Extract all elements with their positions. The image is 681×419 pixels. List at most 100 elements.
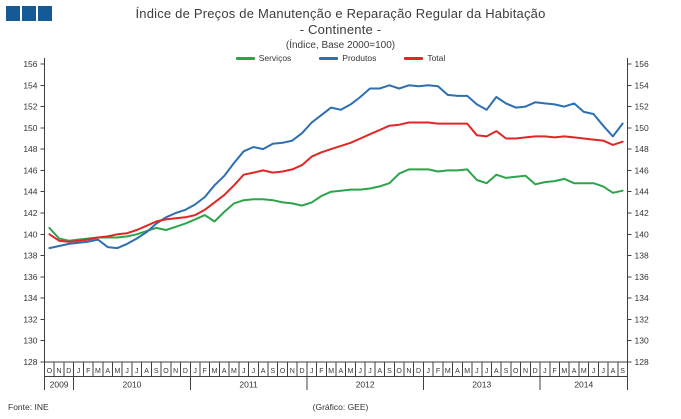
y-tick-label-right: 154	[635, 80, 649, 90]
y-tick-label-left: 146	[23, 165, 37, 175]
year-tick-label: 2012	[356, 380, 375, 390]
y-tick-label-left: 150	[23, 123, 37, 133]
month-tick-label: A	[144, 368, 149, 375]
y-tick-label-left: 130	[23, 336, 37, 346]
month-tick-label: J	[77, 368, 81, 375]
legend: Serviços Produtos Total	[0, 53, 681, 63]
y-tick-label-left: 142	[23, 208, 37, 218]
month-tick-label: A	[105, 368, 110, 375]
legend-label-total: Total	[427, 53, 446, 63]
series-line-total	[48, 121, 624, 243]
y-tick-label-left: 132	[23, 314, 37, 324]
series-lines	[48, 84, 624, 250]
month-tick-label: O	[47, 368, 53, 375]
series-line-produtos	[48, 84, 624, 250]
month-tick-label: D	[66, 368, 71, 375]
logo-square	[6, 6, 20, 21]
month-tick-label: N	[406, 368, 411, 375]
month-tick-label: J	[427, 368, 431, 375]
month-tick-label: A	[455, 368, 460, 375]
y-tick-label-right: 140	[635, 229, 649, 239]
y-tick-label-right: 146	[635, 165, 649, 175]
month-tick-label: N	[290, 368, 295, 375]
y-tick-label-left: 134	[23, 293, 37, 303]
month-tick-label: A	[572, 368, 577, 375]
legend-swatch-servicos	[235, 56, 255, 60]
month-tick-label: J	[368, 368, 372, 375]
y-tick-label-left: 136	[23, 272, 37, 282]
chart-caption: (Índice, Base 2000=100)	[285, 40, 396, 51]
y-tick-label-right: 128	[635, 357, 649, 367]
chart-title: Índice de Preços de Manutenção e Reparaç…	[135, 6, 546, 21]
month-tick-label: M	[114, 368, 120, 375]
year-tick-label: 2011	[239, 380, 258, 390]
source-note: Fonte: INE	[8, 402, 49, 412]
y-tick-label-right: 156	[635, 59, 649, 69]
logo-square	[22, 6, 36, 21]
month-tick-label: A	[222, 368, 227, 375]
month-tick-label: A	[261, 368, 266, 375]
month-tick-label: J	[310, 368, 314, 375]
month-tick-label: M	[212, 368, 218, 375]
y-tick-label-right: 132	[635, 314, 649, 324]
month-tick-label: A	[611, 368, 616, 375]
month-tick-label: J	[601, 368, 605, 375]
legend-item-produtos: Produtos	[319, 53, 376, 63]
month-tick-label: J	[592, 368, 596, 375]
month-tick-label: M	[581, 368, 587, 375]
month-tick-label: M	[445, 368, 451, 375]
legend-item-servicos: Serviços	[235, 53, 292, 63]
month-tick-label: N	[173, 368, 178, 375]
month-tick-label: F	[203, 368, 207, 375]
month-tick-label: J	[475, 368, 479, 375]
title-block: Índice de Preços de Manutenção e Reparaç…	[0, 6, 681, 52]
y-tick-label-left: 138	[23, 251, 37, 261]
y-tick-label-right: 142	[635, 208, 649, 218]
year-tick-label: 2013	[472, 380, 491, 390]
month-tick-label: S	[620, 368, 625, 375]
y-tick-label-right: 134	[635, 293, 649, 303]
month-tick-label: M	[328, 368, 334, 375]
month-tick-label: S	[271, 368, 276, 375]
month-tick-label: A	[339, 368, 344, 375]
month-tick-label: M	[464, 368, 470, 375]
month-tick-label: M	[231, 368, 237, 375]
month-tick-label: F	[436, 368, 440, 375]
month-tick-label: J	[359, 368, 363, 375]
month-tick-label: S	[387, 368, 392, 375]
logo	[6, 6, 52, 21]
month-tick-label: J	[125, 368, 129, 375]
y-tick-label-right: 130	[635, 336, 649, 346]
month-tick-label: F	[552, 368, 556, 375]
month-tick-label: N	[57, 368, 62, 375]
axes	[40, 58, 632, 390]
year-tick-label: 2010	[122, 380, 141, 390]
month-tick-label: A	[377, 368, 382, 375]
y-tick-label-left: 128	[23, 357, 37, 367]
month-tick-label: D	[183, 368, 188, 375]
month-tick-label: J	[242, 368, 246, 375]
axis-labels: 128 128 130 130 132 132 134 134 136 136 138 138 140 1…	[23, 59, 649, 390]
chart-subtitle: - Continente -	[299, 22, 382, 37]
y-tick-label-right: 150	[635, 123, 649, 133]
month-tick-label: M	[95, 368, 101, 375]
legend-swatch-total	[404, 56, 424, 60]
month-tick-label: J	[135, 368, 139, 375]
y-tick-label-right: 148	[635, 144, 649, 154]
month-tick-label: N	[523, 368, 528, 375]
month-tick-label: J	[193, 368, 197, 375]
month-tick-label: O	[396, 368, 402, 375]
year-tick-label: 2009	[50, 380, 69, 390]
legend-label-servicos: Serviços	[258, 53, 292, 63]
legend-swatch-produtos	[319, 56, 339, 60]
series-line-servicos	[48, 168, 624, 242]
month-tick-label: O	[513, 368, 519, 375]
month-tick-label: O	[280, 368, 286, 375]
logo-square	[38, 6, 52, 21]
month-tick-label: D	[416, 368, 421, 375]
month-tick-label: J	[543, 368, 547, 375]
y-tick-label-left: 152	[23, 102, 37, 112]
legend-label-produtos: Produtos	[342, 53, 377, 63]
